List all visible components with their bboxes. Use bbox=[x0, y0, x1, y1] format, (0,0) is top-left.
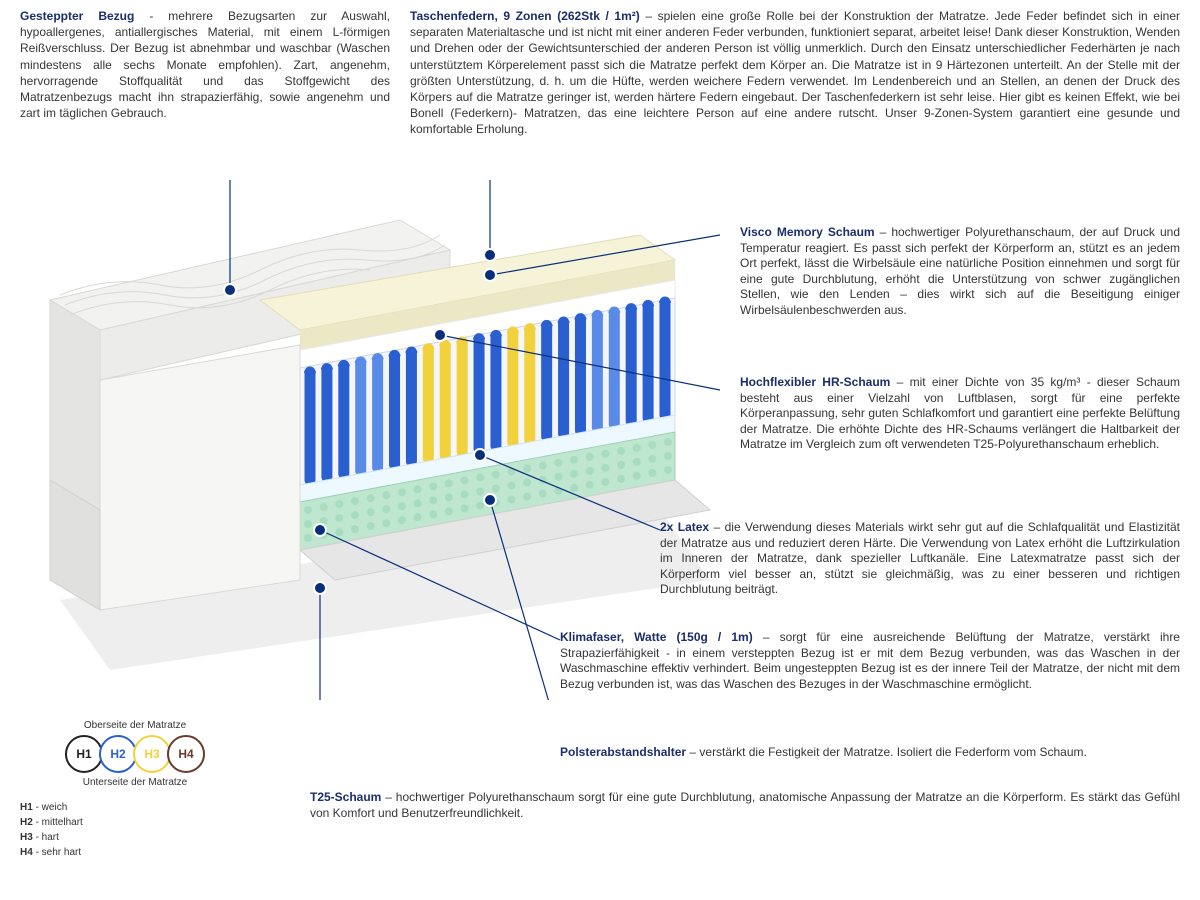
legend-circle-h2: H2 bbox=[99, 735, 137, 773]
mattress-diagram bbox=[20, 180, 720, 700]
legend-circle-h1: H1 bbox=[65, 735, 103, 773]
callout-t25: T25-Schaum – hochwertiger Polyurethansch… bbox=[310, 790, 1180, 821]
callout-hr: Hochflexibler HR-Schaum – mit einer Dich… bbox=[740, 375, 1180, 453]
legend-top-label: Oberseite der Matratze bbox=[20, 720, 250, 731]
legend-circle-h4: H4 bbox=[167, 735, 205, 773]
callout-klima: Klimafaser, Watte (150g / 1m) – sorgt fü… bbox=[560, 630, 1180, 692]
callout-polster: Polsterabstandshalter – verstärkt die Fe… bbox=[560, 745, 1180, 761]
cover-description: Gesteppter Bezug - mehrere Bezugsarten z… bbox=[20, 8, 390, 138]
legend-line-h3: H3 - hart bbox=[20, 830, 250, 845]
springs-title: Taschenfedern, 9 Zonen (262Stk / 1m²) bbox=[410, 9, 640, 23]
cover-title: Gesteppter Bezug bbox=[20, 9, 134, 23]
legend-line-h4: H4 - sehr hart bbox=[20, 845, 250, 860]
springs-body: – spielen eine große Rolle bei der Konst… bbox=[410, 9, 1180, 136]
callout-latex: 2x Latex – die Verwendung dieses Materia… bbox=[660, 520, 1180, 598]
legend-circle-h3: H3 bbox=[133, 735, 171, 773]
springs-description: Taschenfedern, 9 Zonen (262Stk / 1m²) – … bbox=[410, 8, 1180, 138]
legend-line-h1: H1 - weich bbox=[20, 800, 250, 815]
hardness-legend: Oberseite der Matratze H1H2H3H4 Untersei… bbox=[20, 720, 250, 860]
legend-bottom-label: Unterseite der Matratze bbox=[20, 777, 250, 788]
callout-visco: Visco Memory Schaum – hochwertiger Polyu… bbox=[740, 225, 1180, 319]
cover-body: - mehrere Bezugsarten zur Auswahl, hypoa… bbox=[20, 9, 390, 120]
legend-line-h2: H2 - mittelhart bbox=[20, 815, 250, 830]
